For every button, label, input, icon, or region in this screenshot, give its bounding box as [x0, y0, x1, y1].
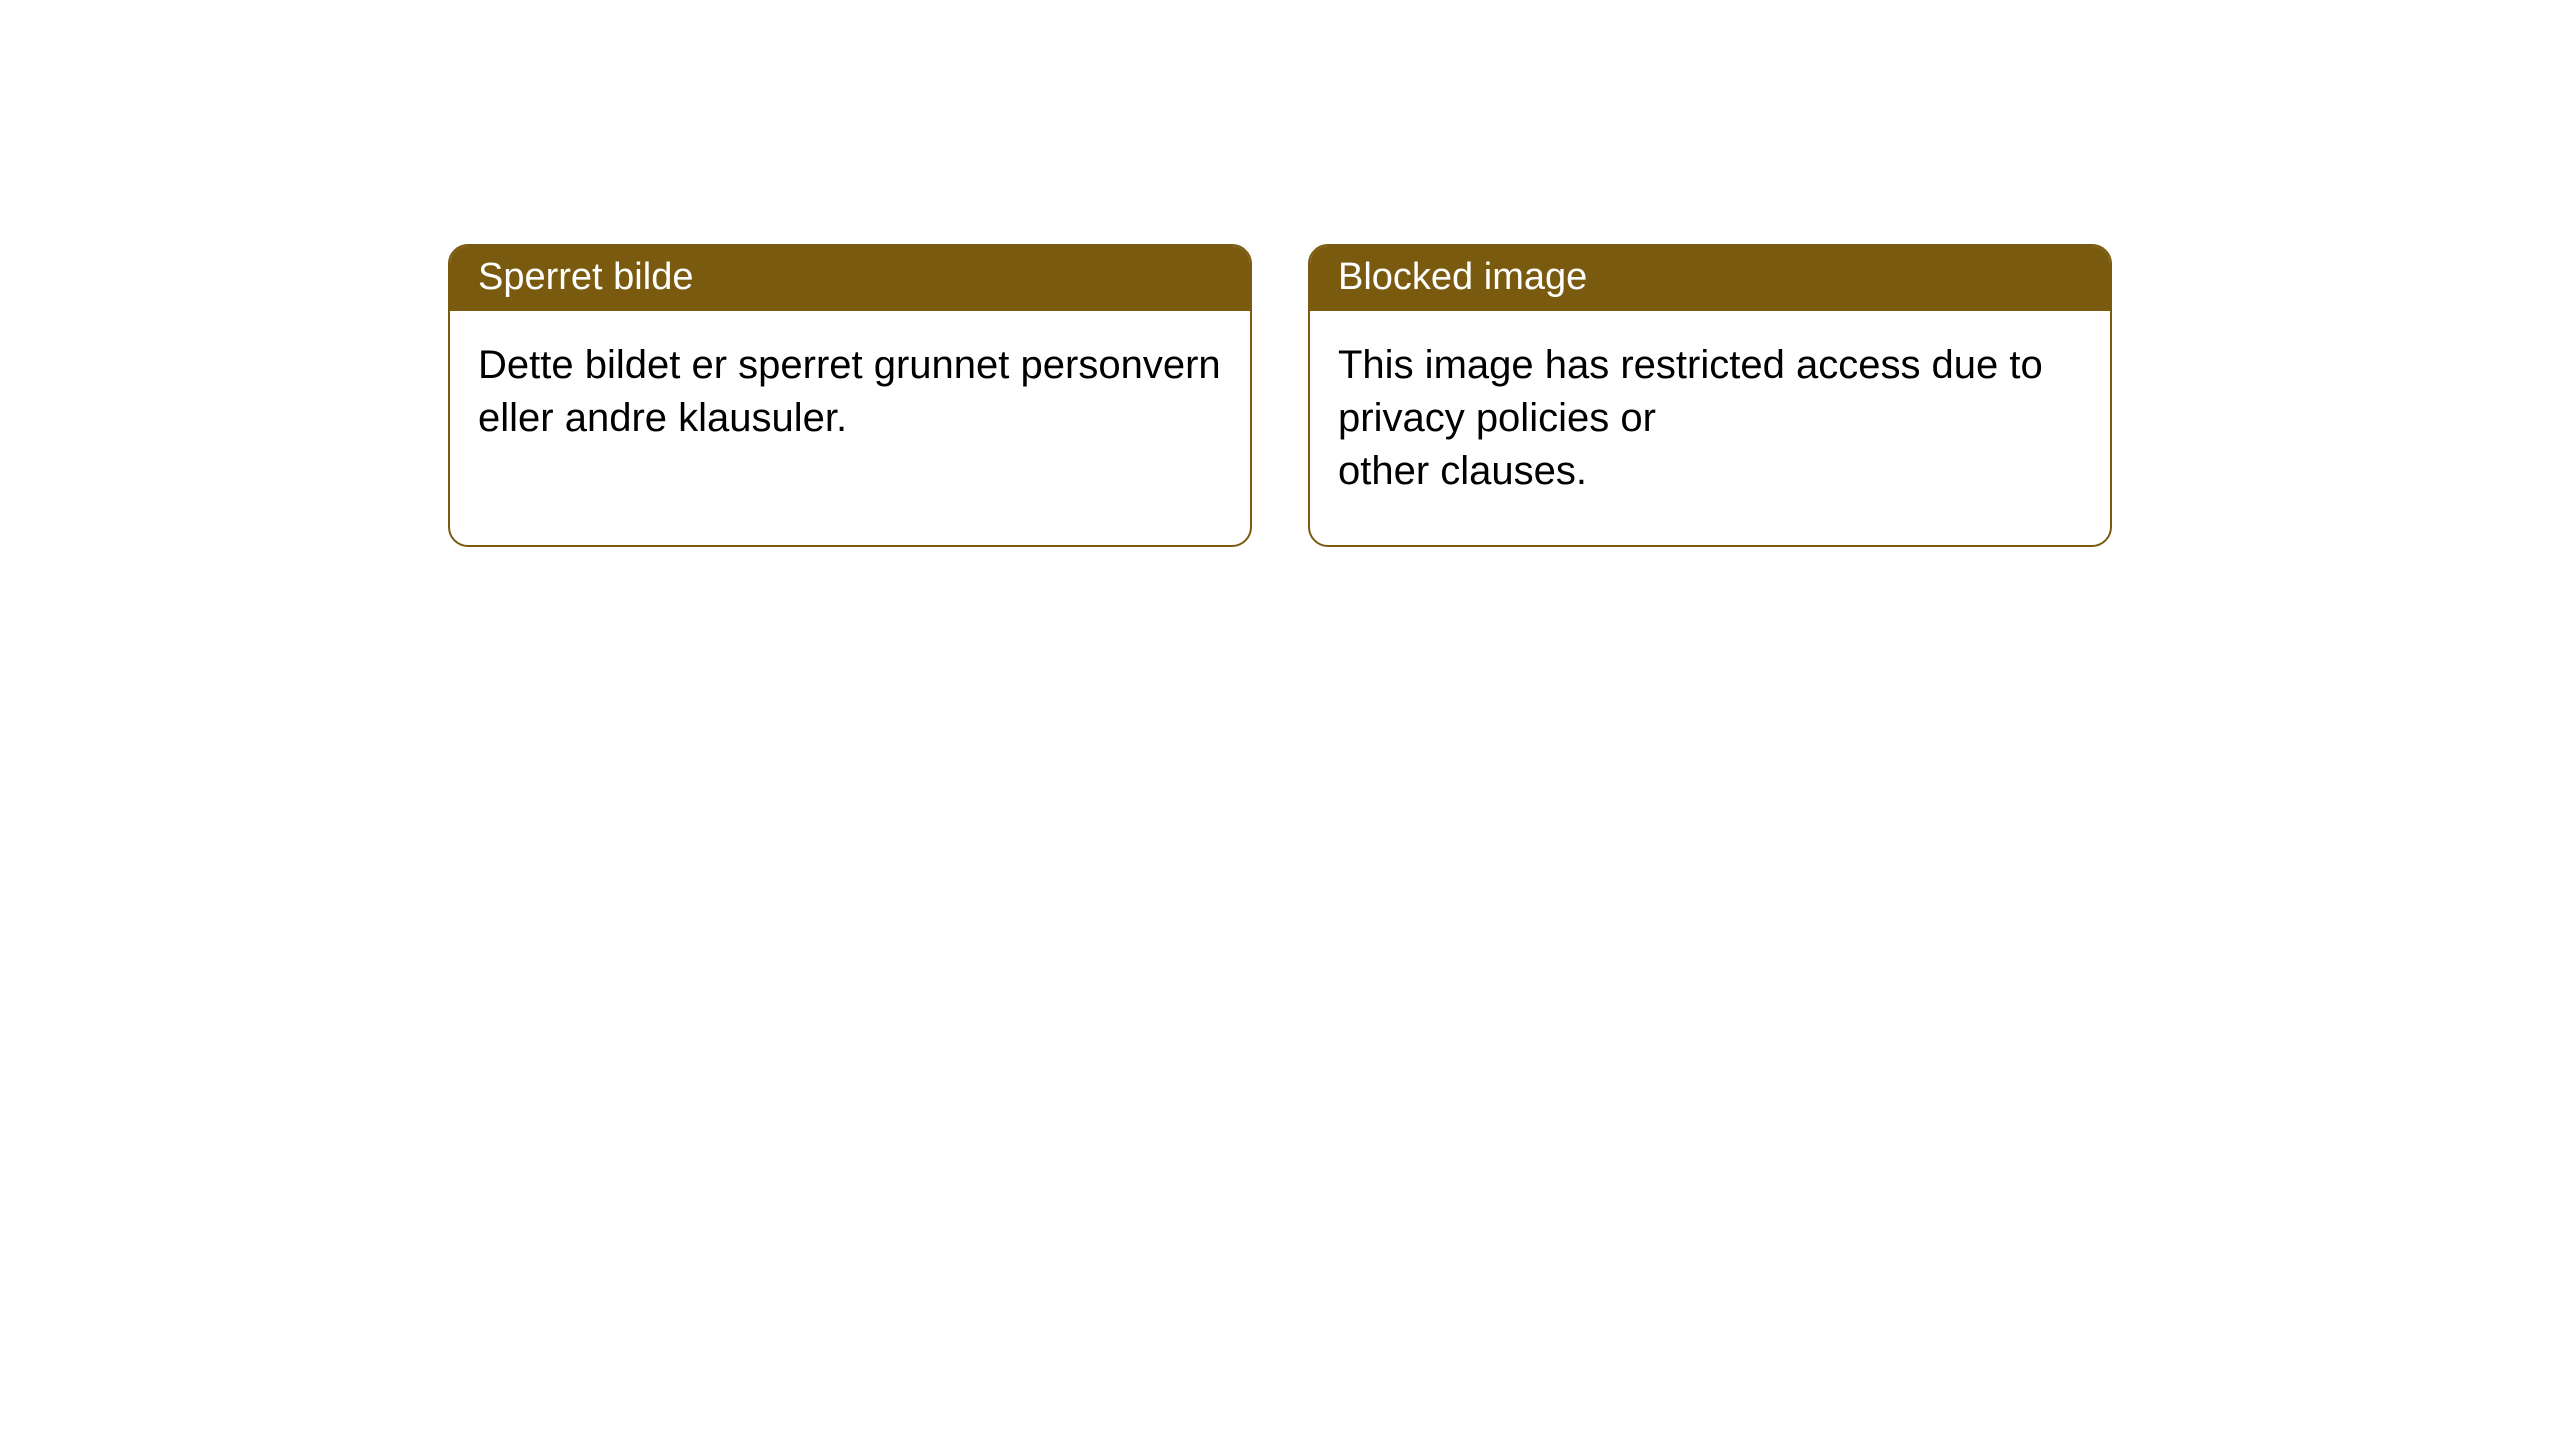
notice-body: This image has restricted access due to … [1310, 311, 2110, 545]
notice-header: Blocked image [1310, 246, 2110, 311]
notice-card-norwegian: Sperret bilde Dette bildet er sperret gr… [448, 244, 1252, 547]
notice-container: Sperret bilde Dette bildet er sperret gr… [0, 0, 2560, 547]
notice-body: Dette bildet er sperret grunnet personve… [450, 311, 1250, 541]
notice-header: Sperret bilde [450, 246, 1250, 311]
notice-card-english: Blocked image This image has restricted … [1308, 244, 2112, 547]
